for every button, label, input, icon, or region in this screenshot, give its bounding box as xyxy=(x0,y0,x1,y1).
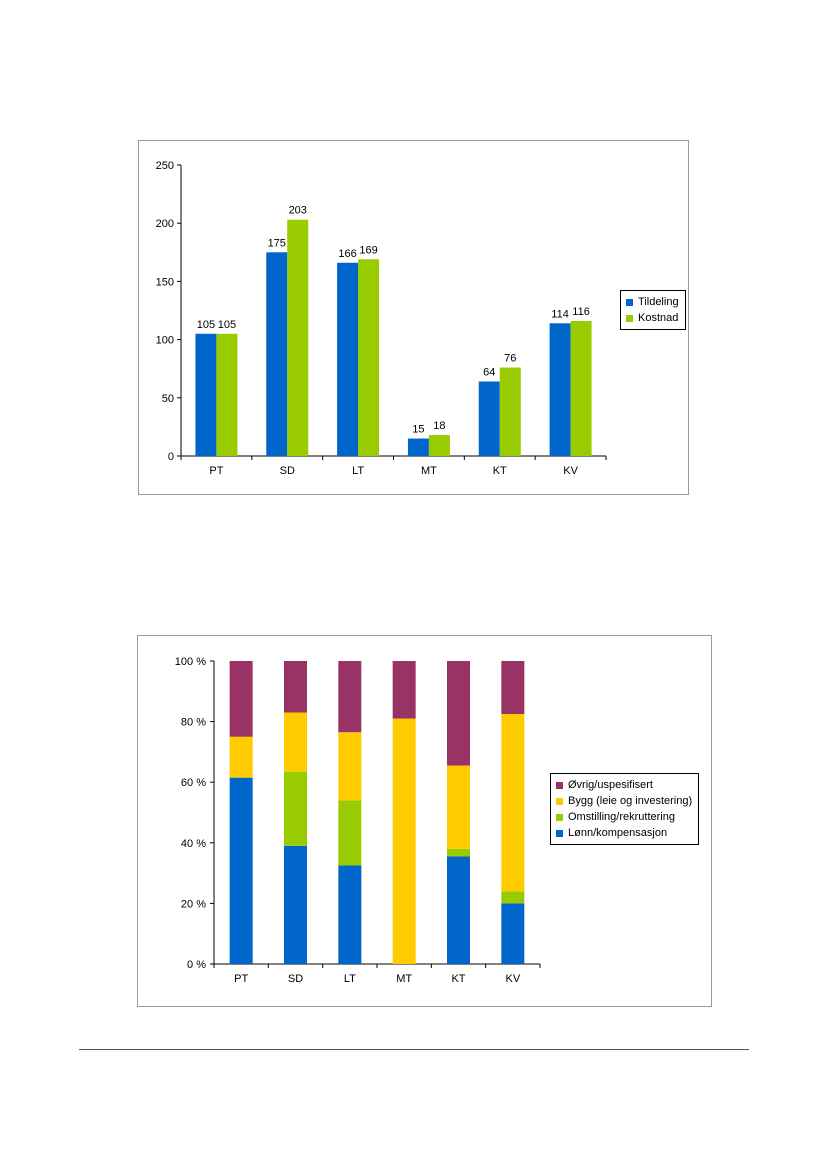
chart2-x-tick-label: PT xyxy=(234,973,248,985)
legend-item-lonn: Lønn/kompensasjon xyxy=(556,825,692,841)
chart2-svg: 0 % 20 % 40 % 60 % 80 % 100 % PT SD LT MT KT KV xyxy=(175,656,541,985)
chart2-x-tick-label: KT xyxy=(451,973,465,985)
chart1-data-label: 114 xyxy=(551,308,569,320)
chart2-x-tick-label: KV xyxy=(505,973,520,985)
footer-divider xyxy=(79,1049,749,1050)
legend-label-bygg: Bygg (leie og investering) xyxy=(568,795,693,807)
legend-label-kostnad: Kostnad xyxy=(638,312,679,324)
chart1-data-label: 169 xyxy=(359,244,377,256)
chart1-y-tick-label: 0 xyxy=(168,451,174,463)
chart1-data-label: 15 xyxy=(412,424,424,436)
chart2-bar-segment xyxy=(392,718,416,964)
chart1-y-tick-label: 250 xyxy=(156,160,174,172)
chart2-bar-segment xyxy=(284,712,307,772)
legend-item-tildeling: Tildeling xyxy=(626,294,679,310)
chart2-legend: Øvrig/uspesifisert Bygg (leie og investe… xyxy=(550,773,700,845)
chart1-x-tick-label: MT xyxy=(421,465,437,477)
chart2-bar-segment xyxy=(229,777,253,964)
chart2-y-tick-label: 0 % xyxy=(187,959,206,971)
chart1-bar-kostnad xyxy=(216,333,238,456)
chart2-bar-segment xyxy=(338,732,362,801)
chart1-bar-kostnad xyxy=(287,219,309,456)
chart1-bar-tildeling xyxy=(195,333,217,456)
chart-allocation-vs-cost: 0 50 100 150 200 250 PT 105 105 SD 175 203 LT 166 169 M… xyxy=(138,140,689,495)
chart1-x-tick-label: KV xyxy=(563,465,578,477)
legend-item-bygg: Bygg (leie og investering) xyxy=(556,793,692,809)
chart1-data-label: 18 xyxy=(433,420,445,432)
chart1-x-tick-label: KT xyxy=(493,465,507,477)
chart2-y-tick-label: 60 % xyxy=(181,777,206,789)
chart1-legend: Tildeling Kostnad xyxy=(620,290,686,330)
chart1-bar-tildeling xyxy=(549,323,571,456)
chart1-svg: 0 50 100 150 200 250 PT 105 105 SD 175 203 LT 166 169 M… xyxy=(156,160,607,477)
chart1-bar-tildeling xyxy=(478,381,500,456)
legend-swatch-lonn xyxy=(556,829,563,837)
chart2-bar-segment xyxy=(284,661,307,713)
chart2-bar-segment xyxy=(447,661,470,766)
chart1-data-label: 64 xyxy=(483,367,495,379)
chart1-data-label: 105 xyxy=(197,319,215,331)
legend-swatch-tildeling xyxy=(626,298,633,306)
chart-cost-distribution: 0 % 20 % 40 % 60 % 80 % 100 % PT SD LT MT KT KV Øvr… xyxy=(137,635,712,1007)
legend-swatch-kostnad xyxy=(626,314,633,322)
chart2-bar-segment xyxy=(447,765,470,849)
chart1-y-tick-label: 50 xyxy=(162,393,174,405)
chart2-bar-segment xyxy=(284,771,307,846)
legend-label-ovrig: Øvrig/uspesifisert xyxy=(568,779,653,791)
chart2-bar-segment xyxy=(338,800,362,866)
chart2-bar-segment xyxy=(284,845,307,964)
legend-item-kostnad: Kostnad xyxy=(626,310,679,326)
chart1-bar-kostnad xyxy=(499,367,521,456)
chart2-y-tick-label: 80 % xyxy=(181,717,206,729)
chart1-data-label: 105 xyxy=(218,319,236,331)
chart2-bar-segment xyxy=(501,891,525,904)
chart1-bar-kostnad xyxy=(428,435,450,456)
chart1-data-label: 166 xyxy=(338,248,356,260)
chart2-bar-segment xyxy=(229,661,253,737)
chart2-bar-segment xyxy=(447,848,470,857)
chart1-bar-tildeling xyxy=(407,438,429,456)
chart2-bar-segment xyxy=(229,736,253,778)
chart1-y-tick-label: 100 xyxy=(156,335,174,347)
chart2-x-tick-label: LT xyxy=(344,973,356,985)
chart2-bar-segment xyxy=(501,714,525,892)
chart2-x-tick-label: MT xyxy=(396,973,412,985)
chart2-bar-segment xyxy=(392,661,416,719)
chart1-data-label: 116 xyxy=(572,306,590,318)
legend-swatch-bygg xyxy=(556,797,563,805)
chart1-bar-tildeling xyxy=(266,252,288,456)
chart2-bar-segment xyxy=(338,865,362,964)
chart1-bar-kostnad xyxy=(358,259,380,456)
chart2-bar-segment xyxy=(447,856,470,964)
legend-swatch-omstilling xyxy=(556,813,563,821)
legend-swatch-ovrig xyxy=(556,781,563,789)
legend-label-tildeling: Tildeling xyxy=(638,296,679,308)
chart1-bar-kostnad xyxy=(570,320,592,456)
legend-label-lonn: Lønn/kompensasjon xyxy=(568,827,668,839)
chart2-bar-segment xyxy=(501,661,525,715)
legend-label-omstilling: Omstilling/rekruttering xyxy=(568,811,675,823)
legend-item-ovrig: Øvrig/uspesifisert xyxy=(556,777,692,793)
chart1-y-tick-label: 200 xyxy=(156,218,174,230)
chart2-bar-segment xyxy=(338,661,362,733)
chart2-bar-segment xyxy=(501,903,525,964)
chart1-data-label: 203 xyxy=(289,205,307,217)
legend-item-omstilling: Omstilling/rekruttering xyxy=(556,809,692,825)
chart1-data-label: 175 xyxy=(268,237,286,249)
chart2-y-tick-label: 40 % xyxy=(181,838,206,850)
chart1-bar-tildeling xyxy=(337,262,359,456)
chart2-y-tick-label: 100 % xyxy=(175,656,206,668)
chart1-x-tick-label: PT xyxy=(209,465,223,477)
chart1-data-label: 76 xyxy=(504,353,516,365)
chart1-x-tick-label: SD xyxy=(280,465,295,477)
chart1-y-tick-label: 150 xyxy=(156,276,174,288)
chart2-y-tick-label: 20 % xyxy=(181,898,206,910)
chart2-x-tick-label: SD xyxy=(288,973,303,985)
chart1-x-tick-label: LT xyxy=(352,465,364,477)
